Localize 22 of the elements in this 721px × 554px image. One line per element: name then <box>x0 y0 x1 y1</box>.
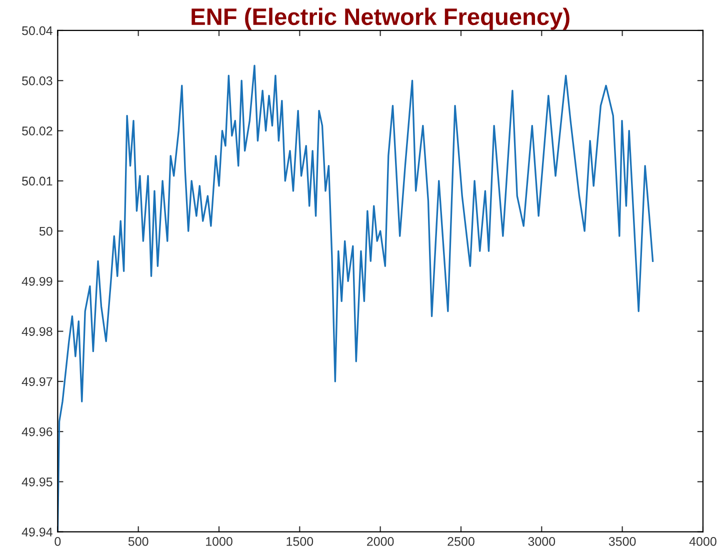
x-tick-label: 1500 <box>286 537 314 546</box>
y-tick-label: 50 <box>39 226 52 236</box>
y-tick-label: 50.01 <box>22 176 52 186</box>
x-tick-label: 3500 <box>608 537 636 546</box>
x-tick-label: 1000 <box>206 537 232 546</box>
x-tick-label: 4000 <box>689 537 716 546</box>
y-tick-label: 50.02 <box>22 126 52 136</box>
x-tick-label: 2500 <box>448 537 474 546</box>
y-tick-label: 49.98 <box>22 327 52 336</box>
x-tick-label: 500 <box>128 537 148 546</box>
y-tick-label: 49.99 <box>22 276 52 286</box>
y-tick-label: 49.95 <box>22 478 52 486</box>
x-tick-label: 2000 <box>367 537 394 546</box>
x-tick-label: 3000 <box>528 537 556 546</box>
y-tick-label: 50.04 <box>22 26 52 36</box>
y-tick-label: 49.97 <box>22 377 52 386</box>
y-tick-label: 50.03 <box>22 76 52 86</box>
line-series <box>58 64 654 532</box>
y-tick-label: 49.96 <box>22 427 52 436</box>
x-tick-label: 0 <box>54 537 61 546</box>
y-tick-label: 49.94 <box>22 528 52 536</box>
chart-title: ENF (Electric Network Frequency) <box>192 8 570 30</box>
